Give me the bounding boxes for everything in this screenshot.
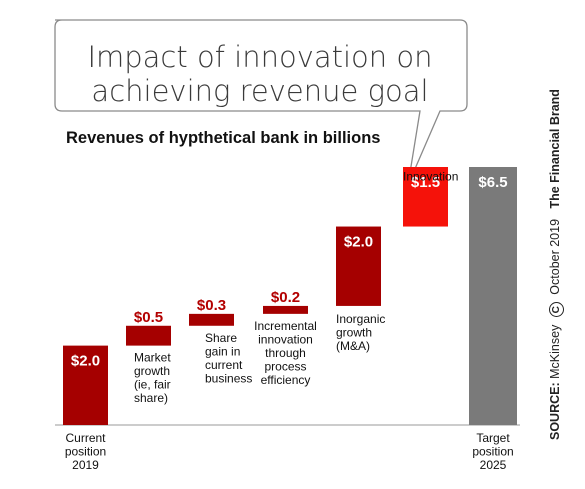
category-label-3-line-3: process bbox=[264, 359, 306, 373]
copyright-icon: C bbox=[549, 302, 564, 318]
value-label-1: $0.5 bbox=[134, 309, 163, 326]
bar-5 bbox=[403, 167, 448, 227]
value-label-2: $0.3 bbox=[197, 297, 226, 314]
category-label-1-line-2: (ie, fair bbox=[134, 378, 171, 392]
source-name: McKinsey bbox=[548, 324, 562, 379]
source-credit: SOURCE: McKinsey C October 2019 The Fina… bbox=[548, 40, 564, 440]
value-label-3: $0.2 bbox=[271, 289, 300, 306]
category-label-4-line-2: (M&A) bbox=[336, 339, 370, 353]
category-label-0-line-1: position bbox=[65, 445, 106, 459]
bar-3 bbox=[263, 305, 308, 314]
category-label-0-line-2: 2019 bbox=[72, 458, 99, 472]
chart-subtitle: Revenues of hypthetical bank in billions bbox=[66, 129, 381, 147]
category-label-2-line-2: current bbox=[205, 358, 243, 372]
category-label-1-line-3: share) bbox=[134, 391, 168, 405]
bar-6 bbox=[469, 167, 517, 425]
chart-title-line-1: Impact of innovation on bbox=[87, 40, 433, 74]
value-label-0: $2.0 bbox=[71, 353, 100, 370]
value-label-6: $6.5 bbox=[478, 174, 507, 191]
value-label-5: $1.5 bbox=[411, 174, 440, 191]
source-brand: The Financial Brand bbox=[548, 89, 562, 209]
bar-2 bbox=[189, 313, 234, 326]
category-label-3-line-1: innovation bbox=[258, 332, 313, 346]
value-label-4: $2.0 bbox=[344, 234, 373, 251]
category-label-0-line-0: Current bbox=[65, 431, 106, 445]
source-date: October 2019 bbox=[548, 218, 562, 295]
category-label-2-line-1: gain in bbox=[205, 344, 240, 358]
category-label-4-line-1: growth bbox=[336, 325, 372, 339]
category-label-2-line-0: Share bbox=[205, 331, 237, 345]
category-label-5-line-0: Innovation bbox=[403, 170, 458, 184]
bar-4 bbox=[336, 226, 381, 306]
bar-0 bbox=[63, 345, 108, 425]
category-label-3-line-4: efficiency bbox=[261, 373, 311, 387]
category-label-6-line-0: Target bbox=[476, 431, 510, 445]
category-label-3-line-2: through bbox=[265, 346, 306, 360]
category-label-3-line-0: Incremental bbox=[254, 319, 317, 333]
bar-1 bbox=[126, 325, 171, 346]
category-label-1-line-0: Market bbox=[134, 351, 171, 365]
category-label-2-line-3: business bbox=[205, 371, 252, 385]
category-label-6-line-1: position bbox=[472, 445, 513, 459]
category-label-6-line-2: 2025 bbox=[480, 458, 507, 472]
category-label-4-line-0: Inorganic bbox=[336, 312, 385, 326]
category-label-1-line-1: growth bbox=[134, 364, 170, 378]
source-label: SOURCE: bbox=[548, 382, 562, 440]
chart-title-line-2: achieving revenue goal bbox=[91, 74, 429, 108]
